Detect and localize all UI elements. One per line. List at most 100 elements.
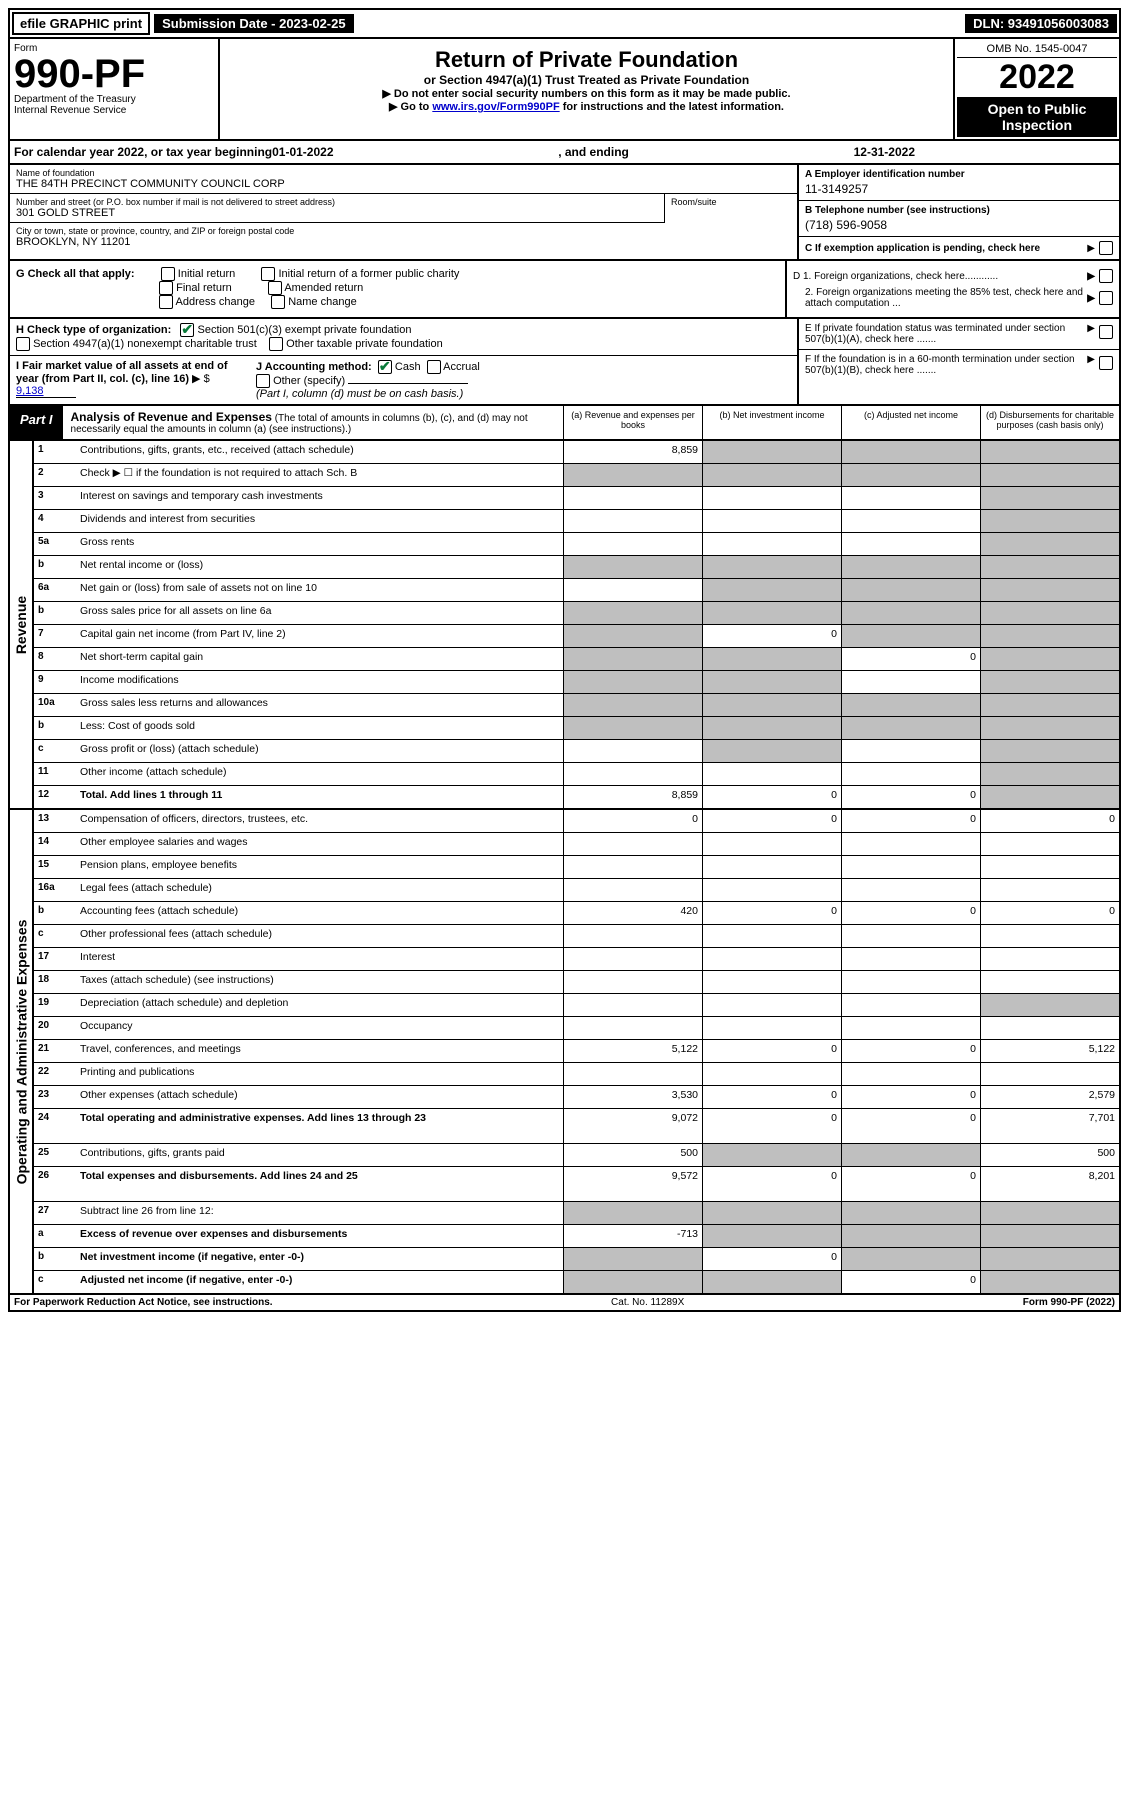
col-b-head: (b) Net investment income [702,406,841,439]
row-16b: bAccounting fees (attach schedule)420000 [34,902,1119,925]
row-10c: cGross profit or (loss) (attach schedule… [34,740,1119,763]
revenue-rows: 1Contributions, gifts, grants, etc., rec… [34,441,1119,808]
row-16c: cOther professional fees (attach schedul… [34,925,1119,948]
row-27b: bNet investment income (if negative, ent… [34,1248,1119,1271]
footer: For Paperwork Reduction Act Notice, see … [8,1295,1121,1312]
cb-d1[interactable] [1099,269,1113,283]
expenses-rows: 13Compensation of officers, directors, t… [34,810,1119,1293]
row-10b: bLess: Cost of goods sold [34,717,1119,740]
section-e: E If private foundation status was termi… [799,319,1119,350]
row-15: 15Pension plans, employee benefits [34,856,1119,879]
submission-date: Submission Date - 2023-02-25 [154,14,354,33]
cb-501c3[interactable] [180,323,194,337]
check-section-gd: G Check all that apply: Initial return I… [8,261,1121,319]
calendar-year: For calendar year 2022, or tax year begi… [8,141,1121,165]
cb-f[interactable] [1099,356,1113,370]
row-27a: aExcess of revenue over expenses and dis… [34,1225,1119,1248]
section-h: H Check type of organization: Section 50… [10,319,797,356]
row-19: 19Depreciation (attach schedule) and dep… [34,994,1119,1017]
header: Form 990-PF Department of the Treasury I… [8,39,1121,141]
entity-left: Name of foundation THE 84TH PRECINCT COM… [10,165,797,259]
row-27: 27Subtract line 26 from line 12: [34,1202,1119,1225]
phone: (718) 596-9058 [805,216,1113,232]
cb-initial[interactable] [161,267,175,281]
city: BROOKLYN, NY 11201 [16,236,791,248]
row-5b: bNet rental income or (loss) [34,556,1119,579]
phone-cell: B Telephone number (see instructions) (7… [799,201,1119,237]
row-23: 23Other expenses (attach schedule)3,5300… [34,1086,1119,1109]
dept: Department of the Treasury [14,94,214,105]
row-26: 26Total expenses and disbursements. Add … [34,1167,1119,1202]
row-11: 11Other income (attach schedule) [34,763,1119,786]
checkbox-c[interactable] [1099,241,1113,255]
omb: OMB No. 1545-0047 [957,41,1117,58]
header-center: Return of Private Foundation or Section … [220,39,953,139]
row-9: 9Income modifications [34,671,1119,694]
footer-left: For Paperwork Reduction Act Notice, see … [14,1297,273,1308]
cb-final[interactable] [159,281,173,295]
section-d: D 1. Foreign organizations, check here..… [787,261,1119,317]
cb-cash[interactable] [378,360,392,374]
cb-e[interactable] [1099,325,1113,339]
row-14: 14Other employee salaries and wages [34,833,1119,856]
ghij-left: H Check type of organization: Section 50… [10,319,799,404]
row-3: 3Interest on savings and temporary cash … [34,487,1119,510]
part1-header: Part I Analysis of Revenue and Expenses … [8,406,1121,441]
ein-cell: A Employer identification number 11-3149… [799,165,1119,201]
room-suite: Room/suite [665,194,797,223]
section-ij: I Fair market value of all assets at end… [10,356,797,404]
row-24: 24Total operating and administrative exp… [34,1109,1119,1144]
section-hije: H Check type of organization: Section 50… [8,319,1121,406]
cb-name[interactable] [271,295,285,309]
address-cell: Number and street (or P.O. box number if… [10,194,665,223]
header-left: Form 990-PF Department of the Treasury I… [10,39,220,139]
entity-right: A Employer identification number 11-3149… [797,165,1119,259]
row-7: 7Capital gain net income (from Part IV, … [34,625,1119,648]
dln: DLN: 93491056003083 [965,14,1117,33]
row-8: 8Net short-term capital gain0 [34,648,1119,671]
col-a-head: (a) Revenue and expenses per books [563,406,702,439]
expenses-table: Operating and Administrative Expenses 13… [8,810,1121,1295]
cb-former[interactable] [261,267,275,281]
cb-4947[interactable] [16,337,30,351]
open-public: Open to Public Inspection [957,97,1117,137]
exemption-pending: C If exemption application is pending, c… [799,237,1119,259]
part-label: Part I [10,406,63,439]
cb-other-method[interactable] [256,374,270,388]
ein: 11-3149257 [805,180,1113,196]
tax-year: 2022 [957,58,1117,97]
city-cell: City or town, state or province, country… [10,223,797,251]
cb-amended[interactable] [268,281,282,295]
cb-accrual[interactable] [427,360,441,374]
section-f: F If the foundation is in a 60-month ter… [799,350,1119,380]
instr-1: ▶ Do not enter social security numbers o… [228,87,945,100]
year-end: 12-31-2022 [854,145,915,159]
fmv-value[interactable]: 9,138 [16,385,76,398]
row-21: 21Travel, conferences, and meetings5,122… [34,1040,1119,1063]
entity-block: Name of foundation THE 84TH PRECINCT COM… [8,165,1121,261]
address: 301 GOLD STREET [16,207,658,219]
row-10a: 10aGross sales less returns and allowanc… [34,694,1119,717]
foundation-name: THE 84TH PRECINCT COMMUNITY COUNCIL CORP [16,178,791,190]
form-link[interactable]: www.irs.gov/Form990PF [432,101,559,113]
expenses-label: Operating and Administrative Expenses [10,810,34,1293]
part-desc: Analysis of Revenue and Expenses (The to… [63,406,563,439]
form-subtitle: or Section 4947(a)(1) Trust Treated as P… [228,73,945,87]
instr-2: ▶ Go to www.irs.gov/Form990PF for instru… [228,100,945,113]
row-20: 20Occupancy [34,1017,1119,1040]
cb-address[interactable] [159,295,173,309]
row-25: 25Contributions, gifts, grants paid50050… [34,1144,1119,1167]
form-title: Return of Private Foundation [228,47,945,73]
footer-right: Form 990-PF (2022) [1023,1297,1115,1308]
row-16a: 16aLegal fees (attach schedule) [34,879,1119,902]
top-bar: efile GRAPHIC print Submission Date - 20… [8,8,1121,39]
cb-other-tax[interactable] [269,337,283,351]
row-17: 17Interest [34,948,1119,971]
row-5a: 5aGross rents [34,533,1119,556]
cb-d2[interactable] [1099,291,1113,305]
row-22: 22Printing and publications [34,1063,1119,1086]
foundation-name-cell: Name of foundation THE 84TH PRECINCT COM… [10,165,797,194]
efile-print[interactable]: efile GRAPHIC print [12,12,150,35]
row-6a: 6aNet gain or (loss) from sale of assets… [34,579,1119,602]
footer-mid: Cat. No. 11289X [273,1297,1023,1308]
